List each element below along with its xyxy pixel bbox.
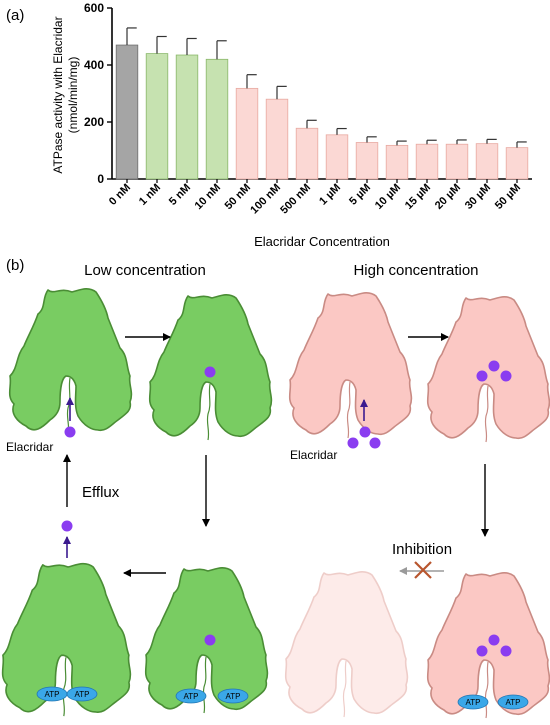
x-tick-label: 500 nM bbox=[278, 182, 313, 217]
atp-label: ATP bbox=[45, 690, 60, 699]
elacridar-label-high: Elacridar bbox=[290, 448, 337, 462]
y-tick-label: 400 bbox=[84, 58, 104, 72]
protein-outline bbox=[288, 292, 413, 436]
bar bbox=[445, 143, 469, 180]
atp-ellipse bbox=[66, 686, 98, 702]
elacridar-molecule bbox=[500, 645, 512, 657]
inhibition-x-mark bbox=[414, 561, 432, 579]
protein-low-2 bbox=[148, 294, 273, 441]
protein-outline bbox=[426, 296, 550, 440]
inhibition-label: Inhibition bbox=[392, 541, 452, 558]
bar bbox=[355, 142, 379, 180]
protein-channel bbox=[62, 657, 67, 717]
protein-channel bbox=[206, 383, 211, 441]
protein-high-3 bbox=[426, 572, 550, 719]
atpase-bar-chart: 0 200 400 600 ATPase activity with Elacridar… bbox=[51, 1, 532, 249]
bar bbox=[145, 53, 169, 180]
x-tick-label: 15 µM bbox=[403, 182, 433, 212]
mechanism-diagram: Low concentration High concentration Ela… bbox=[1, 262, 550, 719]
y-axis-label-line: ATPase activity with Elacridar bbox=[51, 16, 65, 173]
y-tick-label: 0 bbox=[97, 172, 104, 186]
bar bbox=[385, 144, 409, 180]
elacridar-molecule bbox=[347, 437, 359, 449]
elacridar-molecule bbox=[204, 366, 216, 378]
elacridar-molecule bbox=[359, 426, 371, 438]
protein-outline bbox=[148, 294, 273, 438]
elacridar-molecule bbox=[61, 520, 73, 532]
protein-high-2 bbox=[426, 296, 550, 443]
x-tick-label: 100 nM bbox=[248, 182, 283, 217]
protein-outline bbox=[8, 288, 133, 432]
bar bbox=[475, 143, 499, 180]
protein-channel bbox=[484, 661, 489, 719]
bar bbox=[325, 134, 349, 180]
x-tick-label: 10 nM bbox=[193, 182, 224, 213]
bar bbox=[175, 54, 199, 180]
x-tick-label: 20 µM bbox=[433, 182, 463, 212]
atp-label: ATP bbox=[226, 692, 241, 701]
elacridar-molecule bbox=[64, 426, 76, 438]
y-axis-label-line: (nmol/min/mg) bbox=[66, 57, 80, 134]
atp-ellipse bbox=[175, 688, 207, 704]
y-tick-label: 200 bbox=[84, 115, 104, 129]
elacridar-molecule bbox=[488, 634, 500, 646]
protein-outline bbox=[1, 562, 132, 714]
protein-channel bbox=[342, 660, 347, 718]
x-axis-label: Elacridar Concentration bbox=[254, 234, 390, 249]
x-tick-label: 1 nM bbox=[137, 182, 163, 208]
bar bbox=[295, 127, 319, 180]
panel-a-label: (a) bbox=[6, 7, 24, 24]
x-tick-label: 0 nM bbox=[107, 182, 133, 208]
protein-low-1 bbox=[8, 288, 133, 435]
bar bbox=[115, 44, 139, 180]
x-tick-label: 1 µM bbox=[317, 182, 343, 208]
bar bbox=[205, 58, 229, 180]
protein-channel bbox=[202, 656, 207, 714]
atp-ellipse bbox=[457, 694, 489, 710]
atp-ellipse bbox=[497, 694, 529, 710]
elacridar-molecule bbox=[476, 370, 488, 382]
x-tick-label: 50 µM bbox=[493, 182, 523, 212]
elacridar-molecule bbox=[476, 645, 488, 657]
elacridar-molecule bbox=[500, 370, 512, 382]
x-tick-label: 5 µM bbox=[347, 182, 373, 208]
protein-low-4 bbox=[1, 562, 132, 717]
bar bbox=[265, 98, 289, 180]
protein-high-4-faded bbox=[284, 571, 409, 718]
protein-channel bbox=[484, 385, 489, 443]
atp-label: ATP bbox=[466, 698, 481, 707]
bar bbox=[235, 87, 259, 180]
protein-high-1 bbox=[288, 292, 413, 439]
protein-channel bbox=[346, 381, 351, 439]
bar bbox=[415, 143, 439, 180]
protein-channel bbox=[66, 377, 71, 435]
atp-label: ATP bbox=[184, 692, 199, 701]
elacridar-molecule bbox=[488, 360, 500, 372]
atp-ellipse bbox=[217, 688, 249, 704]
efflux-label: Efflux bbox=[82, 484, 120, 501]
elacridar-label-low: Elacridar bbox=[6, 440, 53, 454]
y-tick-label: 600 bbox=[84, 1, 104, 15]
bar bbox=[505, 147, 529, 180]
protein-outline bbox=[284, 571, 409, 715]
low-concentration-title: Low concentration bbox=[84, 262, 206, 279]
x-tick-label: 5 nM bbox=[167, 182, 193, 208]
panel-b-label: (b) bbox=[6, 257, 24, 274]
y-axis-label: ATPase activity with Elacridar(nmol/min/… bbox=[51, 16, 80, 173]
protein-outline bbox=[426, 572, 550, 716]
elacridar-molecule bbox=[204, 634, 216, 646]
high-concentration-title: High concentration bbox=[353, 262, 478, 279]
atp-label: ATP bbox=[75, 690, 90, 699]
x-tick-label: 30 µM bbox=[463, 182, 493, 212]
x-tick-label: 10 µM bbox=[373, 182, 403, 212]
atp-label: ATP bbox=[506, 698, 521, 707]
elacridar-molecule bbox=[369, 437, 381, 449]
